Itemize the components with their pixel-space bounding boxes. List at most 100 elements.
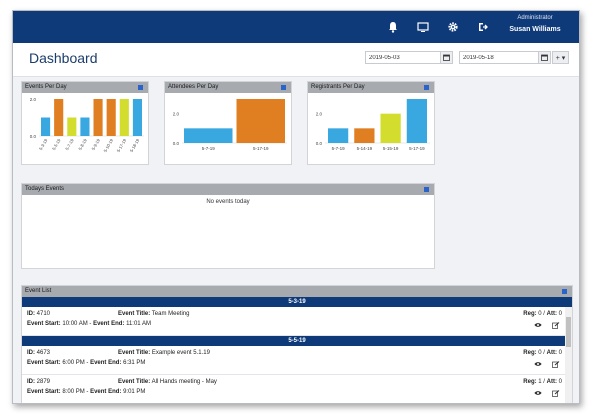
card-header: Todays Events (22, 184, 434, 195)
chart-bar[interactable] (236, 99, 286, 143)
y-tick-label: 0.0 (316, 141, 323, 146)
card-header: Events Per Day (22, 82, 148, 93)
collapse-icon[interactable] (138, 85, 143, 90)
event-title: Event Title: All Hands meeting - May (118, 379, 217, 385)
x-tick-label: 5-8-19 (77, 137, 88, 151)
add-dropdown-button[interactable]: + ▾ (552, 51, 569, 64)
event-time: Event Start: 8:00 PM - Event End: 9:01 P… (27, 389, 146, 395)
chart-bar[interactable] (80, 117, 90, 137)
event-reg-att: Reg: 0 / Att: 0 (523, 311, 562, 317)
top-bar: Administrator Susan Williams (13, 11, 579, 43)
date-to-input[interactable] (460, 52, 538, 63)
card-title: Attendees Per Day (168, 84, 219, 90)
event-reg-att: Reg: 0 / Att: 0 (523, 350, 562, 356)
app-window: Administrator Susan Williams Dashboard +… (12, 10, 580, 404)
chart-bar[interactable] (406, 99, 427, 143)
chart-bar[interactable] (54, 99, 64, 136)
card-header: Event List (22, 286, 572, 297)
chart-bar[interactable] (106, 99, 116, 136)
x-tick-label: 5-7-19 (332, 146, 346, 151)
x-tick-label: 5-7-19 (64, 137, 75, 151)
chart-bar[interactable] (380, 113, 401, 143)
view-event-icon[interactable] (534, 361, 542, 370)
event-title: Event Title: Example event 5.1.19 (118, 350, 210, 356)
date-to-picker (459, 51, 551, 64)
chart-bar[interactable] (119, 99, 129, 136)
date-from-picker (365, 51, 453, 64)
view-event-icon[interactable] (534, 322, 542, 331)
collapse-icon[interactable] (562, 289, 567, 294)
view-event-icon[interactable] (534, 390, 542, 399)
event-actions (534, 361, 560, 370)
calendar-to-button[interactable] (537, 52, 550, 63)
card-title: Registrants Per Day (311, 84, 365, 90)
event-list-body: 5-3-19 ID: 4710 Event Title: Team Meeting E… (22, 297, 572, 403)
logout-icon[interactable] (475, 19, 491, 35)
chart-bar[interactable] (132, 99, 142, 136)
card-title: Todays Events (25, 186, 65, 192)
x-tick-label: 5-5-19 (51, 137, 62, 151)
registrants-per-day-chart: 0.0 2.0 5-7-19 5-14-19 5-15-19 5-17-19 (316, 99, 430, 151)
x-tick-label: 5-14-19 (357, 146, 373, 151)
page-title: Dashboard (29, 50, 98, 66)
y-tick-label: 0.0 (173, 141, 180, 146)
x-tick-label: 5-18-19 (129, 137, 141, 153)
registrants-per-day-card: Registrants Per Day 0.0 2.0 5-7-19 5-14-19 5… (307, 81, 435, 165)
x-tick-label: 5-3-19 (38, 137, 49, 151)
event-row: ID: 4673 Event Title: Example event 5.1.1… (22, 346, 572, 375)
event-id: ID: 4710 (27, 311, 51, 317)
event-title: Event Title: Team Meeting (118, 311, 190, 317)
todays-events-card: Todays Events No events today (21, 183, 435, 269)
x-tick-label: 5-17-19 (409, 146, 425, 151)
event-row: ID: 2879 Event Title: All Hands meeting -… (22, 375, 572, 403)
event-actions (534, 390, 560, 399)
events-per-day-chart: 0.0 2.0 5-3-19 5-5-19 5-7-19 5-8-19 5-9-19 5-10… (30, 97, 144, 153)
chart-bar[interactable] (67, 117, 77, 137)
card-title: Event List (25, 288, 52, 294)
monitor-icon[interactable] (415, 19, 431, 35)
collapse-icon[interactable] (424, 85, 429, 90)
event-reg-att: Reg: 1 / Att: 0 (523, 379, 562, 385)
calendar-icon (443, 54, 450, 61)
event-time: Event Start: 6:00 PM - Event End: 6:31 P… (27, 360, 146, 366)
card-header: Attendees Per Day (165, 82, 291, 93)
x-tick-label: 5-9-19 (91, 137, 102, 151)
user-name[interactable]: Susan Williams (509, 26, 561, 33)
event-id: ID: 2879 (27, 379, 51, 385)
x-tick-label: 5-15-19 (383, 146, 399, 151)
date-from-input[interactable] (366, 52, 440, 63)
scrollbar[interactable] (565, 307, 572, 403)
event-time: Event Start: 10:00 AM - Event End: 11:01… (27, 321, 151, 327)
date-group-header: 5-3-19 (22, 297, 572, 307)
y-tick-label: 2.0 (173, 112, 180, 117)
chart-bar[interactable] (41, 117, 51, 137)
chart-bar[interactable] (354, 128, 375, 143)
calendar-from-button[interactable] (439, 52, 452, 63)
edit-event-icon[interactable] (552, 390, 560, 399)
attendees-per-day-card: Attendees Per Day 0.0 2.0 5-7-19 5-17-19 (164, 81, 292, 165)
y-tick-label: 0.0 (30, 134, 37, 139)
card-header: Registrants Per Day (308, 82, 434, 93)
chart-bar[interactable] (93, 99, 103, 136)
collapse-icon[interactable] (281, 85, 286, 90)
events-per-day-card: Events Per Day 0.0 2.0 5-3-19 5-5-19 5-7-19 5… (21, 81, 149, 165)
scrollbar-thumb[interactable] (566, 317, 571, 347)
x-tick-label: 5-7-19 (202, 146, 216, 151)
collapse-icon[interactable] (424, 187, 429, 192)
edit-event-icon[interactable] (552, 322, 560, 331)
event-actions (534, 322, 560, 331)
chart-bar[interactable] (184, 128, 233, 143)
page-header: Dashboard + ▾ (13, 43, 579, 77)
card-title: Events Per Day (25, 84, 67, 90)
edit-event-icon[interactable] (552, 361, 560, 370)
x-tick-label: 5-17-19 (253, 146, 269, 151)
event-list-card: Event List 5-3-19 ID: 4710 Event Title: Te… (21, 285, 573, 403)
y-tick-label: 2.0 (30, 97, 37, 102)
gear-icon[interactable] (445, 19, 461, 35)
user-role: Administrator (517, 15, 553, 21)
x-tick-label: 5-17-19 (116, 137, 128, 153)
calendar-icon (541, 54, 548, 61)
empty-state-text: No events today (206, 199, 250, 205)
chart-bar[interactable] (328, 128, 349, 143)
bell-icon[interactable] (385, 19, 401, 35)
